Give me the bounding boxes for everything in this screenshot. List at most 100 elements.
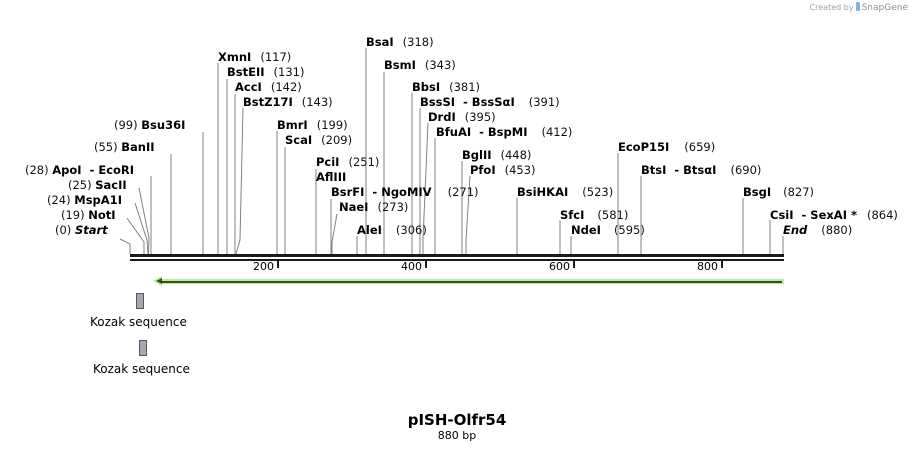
kozak-feature-box-2[interactable] — [139, 340, 147, 356]
snapgene-logo-icon — [855, 2, 860, 11]
site-name: BstEII — [227, 65, 265, 79]
site-drdi[interactable]: DrdI (395) — [428, 110, 496, 124]
site-position: (199) — [316, 118, 348, 132]
credit-brand: SnapGene — [861, 3, 908, 13]
site-afliii[interactable]: AflIII — [316, 170, 346, 184]
ruler-tick-400 — [425, 261, 427, 268]
site-position: (25) — [68, 178, 92, 192]
insert-feature-arrow[interactable] — [153, 276, 784, 286]
site-bsihkai[interactable]: BsiHKAI (523) — [517, 185, 613, 199]
ruler-tick-800 — [721, 261, 723, 268]
site-bsrfi-ngomiv[interactable]: BsrFI - NgoMIV (271) — [331, 185, 479, 199]
site-position: (28) — [25, 163, 49, 177]
site-position: (24) — [47, 193, 71, 207]
site-name: Bsu36I — [141, 118, 186, 132]
site-name: SfcI — [560, 208, 585, 222]
site-sfci[interactable]: SfcI (581) — [560, 208, 628, 222]
site-position: (209) — [321, 133, 353, 147]
site-name: BsgI — [743, 185, 772, 199]
site-name: PciI — [316, 155, 340, 169]
site-name: BbsI — [412, 80, 441, 94]
site-name: SacII — [95, 178, 127, 192]
site-ndei[interactable]: NdeI (595) — [571, 223, 645, 237]
site-name: BtsI - BtsαI — [641, 163, 717, 177]
snapgene-credit: Created by SnapGene — [810, 2, 908, 13]
dna-bottom-strand[interactable] — [130, 259, 784, 261]
site-bsteii[interactable]: BstEII (131) — [227, 65, 304, 79]
dna-top-strand[interactable] — [130, 254, 784, 257]
site-position: (880) — [821, 223, 853, 237]
site-name: XmnI — [218, 50, 252, 64]
site-name: AflIII — [316, 170, 347, 184]
site-name: BglII — [462, 148, 492, 162]
map-length: 880 bp — [437, 429, 477, 442]
site-bfuai-bspmi[interactable]: BfuAI - BspMI (412) — [436, 125, 572, 139]
site-pfoi[interactable]: PfoI (453) — [470, 163, 536, 177]
ruler-tick-600 — [573, 261, 575, 268]
site-position: (251) — [348, 155, 380, 169]
site-name: MspA1I — [74, 193, 122, 207]
site-bsssi-bsssai[interactable]: BssSI - BssSαI (391) — [420, 95, 560, 109]
site-start[interactable]: (0) Start — [55, 223, 108, 237]
site-acci[interactable]: AccI (142) — [235, 80, 302, 94]
site-alei[interactable]: AleI (306) — [357, 223, 427, 237]
site-position: (448) — [500, 148, 532, 162]
site-apoi-ecori[interactable]: (28) ApoI - EcoRI — [25, 163, 134, 177]
site-position: (271) — [447, 185, 479, 199]
site-position: (391) — [528, 95, 560, 109]
site-position: (453) — [504, 163, 536, 177]
site-position: (595) — [613, 223, 645, 237]
kozak-label-2: Kozak sequence — [93, 362, 190, 376]
site-naei[interactable]: NaeI (273) — [339, 200, 408, 214]
site-position: (306) — [395, 223, 427, 237]
site-name: NotI — [88, 208, 116, 222]
site-xmni[interactable]: XmnI (117) — [218, 50, 291, 64]
site-noti[interactable]: (19) NotI — [61, 208, 116, 222]
site-position: (142) — [270, 80, 302, 94]
site-bbsi[interactable]: BbsI (381) — [412, 80, 480, 94]
site-sacii[interactable]: (25) SacII — [68, 178, 127, 192]
site-name: EcoP15I — [618, 140, 670, 154]
site-end[interactable]: End (880) — [783, 223, 852, 237]
site-bstz17i[interactable]: BstZ17I (143) — [243, 95, 333, 109]
kozak-feature-box-1[interactable] — [136, 293, 144, 309]
site-name: ScaI — [285, 133, 313, 147]
credit-prefix: Created by — [809, 3, 854, 12]
site-position: (864) — [867, 208, 898, 222]
site-position: (0) — [55, 223, 72, 237]
site-bsu36i[interactable]: (99) Bsu36I — [114, 118, 185, 132]
ruler-label-800: 800 — [697, 260, 718, 273]
site-bsgi[interactable]: BsgI (827) — [743, 185, 814, 199]
site-name: ApoI - EcoRI — [52, 163, 135, 177]
map-title: pISH-Olfr54 — [407, 411, 507, 429]
site-pcii[interactable]: PciI (251) — [316, 155, 379, 169]
site-name: AleI — [357, 223, 382, 237]
site-mspa1i[interactable]: (24) MspA1I — [47, 193, 122, 207]
site-position: (55) — [94, 140, 118, 154]
site-bsmi[interactable]: BsmI (343) — [384, 58, 456, 72]
site-position: (99) — [114, 118, 138, 132]
site-name: PfoI — [470, 163, 496, 177]
site-ecop15i[interactable]: EcoP15I (659) — [618, 140, 715, 154]
site-position: (143) — [301, 95, 333, 109]
site-name: BsiHKAI — [517, 185, 569, 199]
ruler-label-400: 400 — [401, 260, 422, 273]
site-btsi-btsai[interactable]: BtsI - BtsαI (690) — [641, 163, 761, 177]
site-scai[interactable]: ScaI (209) — [285, 133, 352, 147]
site-name: BfuAI - BspMI — [436, 125, 528, 139]
site-position: (117) — [260, 50, 292, 64]
site-name: BsmI — [384, 58, 416, 72]
site-name: NdeI — [571, 223, 601, 237]
site-name: CsiI - SexAI * — [770, 208, 857, 222]
site-bglii[interactable]: BglII (448) — [462, 148, 531, 162]
arrow-head-inner — [156, 278, 162, 284]
site-position: (381) — [449, 80, 481, 94]
site-banii[interactable]: (55) BanII — [94, 140, 155, 154]
site-name: BanII — [121, 140, 155, 154]
site-bsai[interactable]: BsaI (318) — [366, 35, 434, 49]
site-csii-sexai[interactable]: CsiI - SexAI * (864) — [770, 208, 898, 222]
ruler-tick-200 — [277, 261, 279, 268]
site-bmri[interactable]: BmrI (199) — [277, 118, 348, 132]
site-name: Start — [74, 223, 108, 237]
site-name: BsrFI - NgoMIV — [331, 185, 432, 199]
